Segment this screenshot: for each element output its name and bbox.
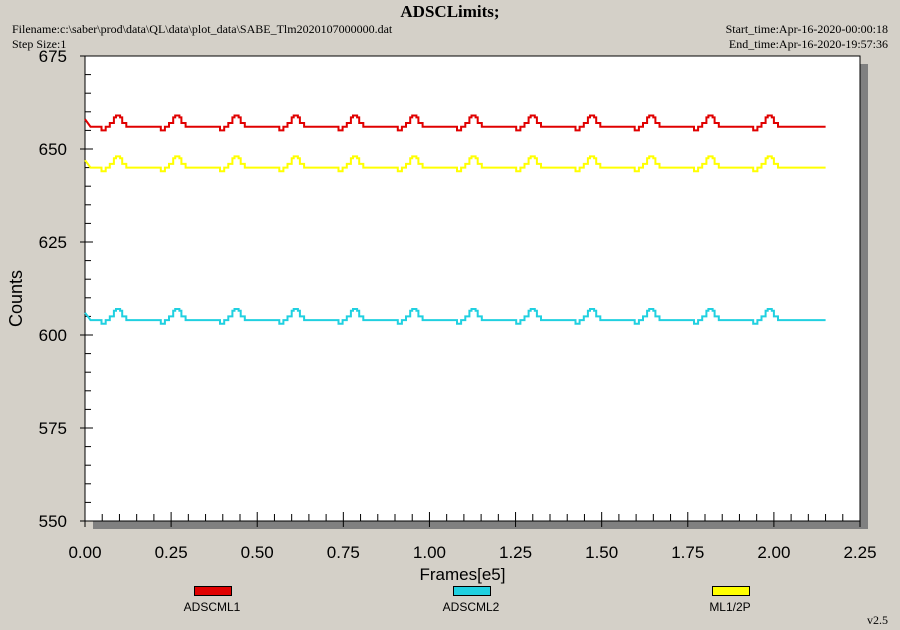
legend-swatch-adscml1 [194, 586, 232, 596]
version-label: v2.5 [867, 613, 888, 627]
series-line-adscml1 [84, 114, 826, 132]
y-tick-label: 550 [39, 512, 67, 531]
legend-label-ml12p: ML1/2P [709, 600, 751, 614]
y-tick-label: 625 [39, 233, 67, 252]
legend-label-adscml1: ADSCML1 [183, 600, 241, 614]
x-tick-label: 2.25 [843, 543, 876, 562]
y-axis-label: Counts [6, 270, 26, 327]
series-line-ml12p [84, 155, 826, 173]
y-tick-label: 650 [39, 140, 67, 159]
x-tick-label: 0.75 [327, 543, 360, 562]
legend-swatch-ml12p [712, 586, 750, 596]
y-tick-label: 575 [39, 419, 67, 438]
plot-area [84, 55, 861, 522]
end-time-text: End_time:Apr-16-2020-19:57:36 [728, 37, 888, 51]
filename-text: Filename:c:\saber\prod\data\QL\data\plot… [12, 22, 393, 36]
legend-label-adscml2: ADSCML2 [442, 600, 500, 614]
x-tick-label: 0.50 [241, 543, 274, 562]
x-tick-label: 1.25 [499, 543, 532, 562]
x-tick-label: 2.00 [757, 543, 790, 562]
x-axis-label: Frames[e5] [420, 565, 506, 584]
series-line-adscml2 [84, 308, 826, 325]
x-tick-label: 0.25 [155, 543, 188, 562]
chart-title: ADSCLimits; [400, 2, 500, 21]
y-tick-label: 675 [39, 47, 67, 66]
legend-swatch-adscml2 [453, 586, 491, 596]
x-tick-label: 1.75 [671, 543, 704, 562]
start-time-text: Start_time:Apr-16-2020-00:00:18 [725, 22, 888, 36]
x-tick-label: 1.50 [585, 543, 618, 562]
x-tick-label: 1.00 [413, 543, 446, 562]
y-tick-label: 600 [39, 326, 67, 345]
x-tick-label: 0.00 [68, 543, 101, 562]
step-size-text: Step Size:1 [12, 37, 67, 51]
